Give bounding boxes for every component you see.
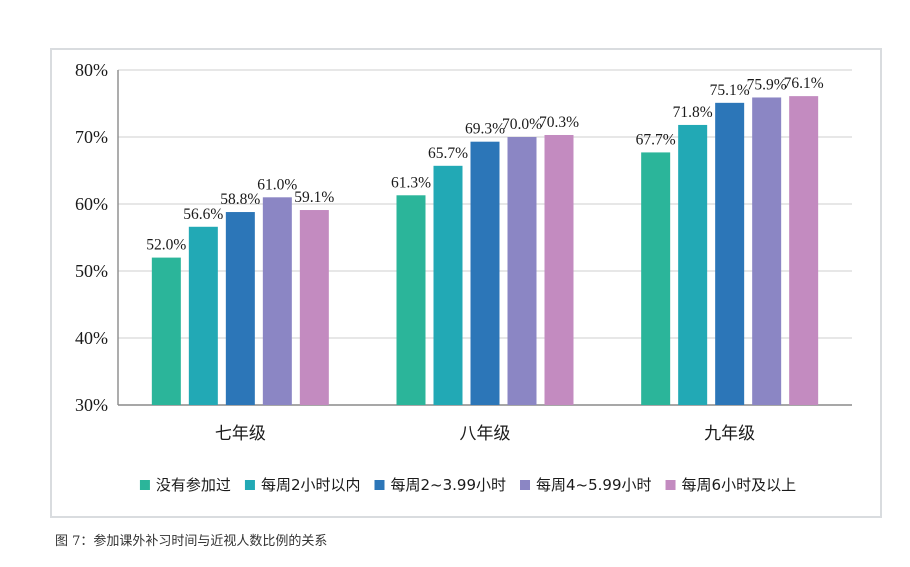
bar — [225, 212, 255, 405]
bar — [789, 96, 819, 405]
y-tick-label: 70% — [75, 127, 108, 147]
data-label: 52.0% — [146, 237, 186, 254]
chart-svg: 52.0% 56.6%58.8%61.0%59.1% 61.3% 65.7% 69.3%… — [75, 60, 852, 494]
legend-item: 每周6小时及以上 — [665, 476, 797, 494]
chart-frame: 52.0% 56.6% 58.8% 61.0% 59.1% 61.3% 65.7% 69.3%… — [50, 48, 882, 518]
bar — [544, 134, 574, 405]
legend-swatch — [374, 480, 385, 490]
data-label: 70.3% — [539, 114, 579, 131]
data-label: 56.6% — [183, 206, 223, 223]
bar — [641, 152, 671, 405]
bar — [507, 137, 537, 405]
data-label: 76.1% — [784, 75, 824, 92]
bar — [678, 124, 708, 405]
figure-caption: 图 7：参加课外补习时间与近视人数比例的关系 — [55, 534, 328, 549]
data-label: 67.7% — [636, 131, 676, 148]
bar — [299, 210, 329, 405]
legend-label: 每周4~5.99小时 — [536, 476, 652, 494]
legend-swatch — [520, 480, 531, 490]
data-label: 75.9% — [747, 76, 787, 93]
y-tick-label: 80% — [75, 60, 108, 80]
bar — [433, 165, 463, 405]
bar — [752, 97, 782, 405]
data-label: 65.7% — [428, 145, 468, 162]
x-tick-label: 九年级 — [704, 424, 755, 444]
data-label: 71.8% — [673, 104, 713, 121]
y-tick-label: 60% — [75, 194, 108, 214]
data-label: 69.3% — [465, 121, 505, 138]
bar — [715, 102, 745, 405]
data-label: 58.8% — [220, 191, 260, 208]
bar — [151, 257, 181, 405]
data-label: 61.3% — [391, 174, 431, 191]
legend-swatch — [665, 480, 676, 490]
legend-label: 每周2小时以内 — [261, 476, 361, 494]
data-label: 70.0% — [502, 116, 542, 133]
legend-layer: 没有参加过 每周2小时以内 每周2~3.99小时 每周4~5.99小时 每周6小时及以上 — [139, 476, 797, 494]
legend-label: 每周6小时及以上 — [682, 476, 797, 494]
data-label: 59.1% — [294, 189, 334, 206]
labels-layer: 52.0% 56.6%58.8%61.0%59.1% 61.3% 65.7% 69.3%… — [146, 75, 823, 253]
legend-item: 每周2小时以内 — [244, 476, 361, 494]
x-tick-label: 七年级 — [215, 424, 266, 444]
legend-item: 没有参加过 — [139, 476, 231, 494]
data-label: 75.1% — [710, 82, 750, 99]
legend-item: 每周2~3.99小时 — [374, 476, 506, 494]
bars-layer — [151, 96, 819, 405]
bar — [188, 226, 218, 405]
data-label: 61.0% — [257, 176, 297, 193]
y-tick-label: 40% — [75, 328, 108, 348]
x-tick-label: 八年级 — [460, 424, 511, 444]
y-tick-label: 50% — [75, 261, 108, 281]
bar — [262, 197, 292, 405]
legend-item: 每周4~5.99小时 — [520, 476, 652, 494]
bar — [396, 195, 426, 405]
legend-swatch — [244, 480, 255, 490]
bar — [470, 141, 500, 405]
y-tick-label: 30% — [75, 395, 108, 415]
legend-swatch — [139, 480, 150, 490]
axis-layer: 30% 40% 50% 60% 70% 80% 七年级 八年级 九年级 — [75, 60, 755, 444]
legend-label: 每周2~3.99小时 — [390, 476, 506, 494]
legend-label: 没有参加过 — [156, 476, 231, 494]
